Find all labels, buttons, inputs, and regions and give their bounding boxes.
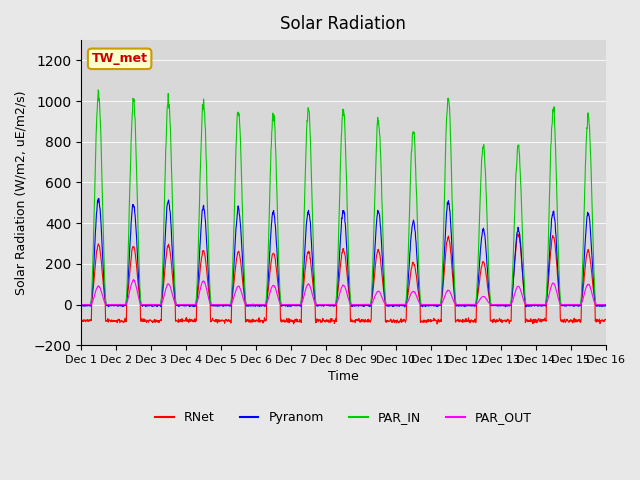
Pyranom bbox=[182, 303, 189, 309]
RNet bbox=[602, 317, 609, 323]
PAR_IN bbox=[253, 301, 260, 307]
Pyranom bbox=[401, 304, 408, 310]
Pyranom bbox=[602, 302, 609, 308]
RNet bbox=[540, 318, 548, 324]
PAR_OUT bbox=[130, 276, 138, 282]
PAR_IN bbox=[602, 301, 609, 307]
RNet bbox=[514, 231, 522, 237]
Line: PAR_OUT: PAR_OUT bbox=[81, 279, 605, 304]
PAR_IN bbox=[493, 301, 501, 307]
RNet bbox=[433, 321, 441, 327]
PAR_OUT bbox=[77, 301, 85, 307]
PAR_IN bbox=[195, 251, 202, 257]
PAR_OUT bbox=[493, 301, 501, 307]
Line: PAR_IN: PAR_IN bbox=[81, 90, 605, 304]
PAR_IN bbox=[182, 301, 189, 307]
RNet bbox=[424, 317, 432, 323]
PAR_IN bbox=[77, 301, 85, 307]
RNet bbox=[194, 291, 202, 297]
RNet bbox=[253, 318, 260, 324]
PAR_OUT bbox=[182, 301, 189, 307]
RNet bbox=[493, 319, 501, 324]
Pyranom bbox=[426, 303, 433, 309]
Pyranom bbox=[253, 302, 260, 308]
Legend: RNet, Pyranom, PAR_IN, PAR_OUT: RNet, Pyranom, PAR_IN, PAR_OUT bbox=[150, 407, 536, 430]
PAR_IN bbox=[95, 87, 102, 93]
Pyranom bbox=[195, 278, 202, 284]
Line: Pyranom: Pyranom bbox=[81, 199, 605, 307]
Pyranom bbox=[95, 196, 102, 202]
PAR_OUT bbox=[195, 296, 202, 301]
PAR_OUT bbox=[253, 301, 260, 307]
Pyranom bbox=[77, 303, 85, 309]
PAR_IN bbox=[425, 301, 433, 307]
PAR_OUT bbox=[540, 301, 547, 307]
Y-axis label: Solar Radiation (W/m2, uE/m2/s): Solar Radiation (W/m2, uE/m2/s) bbox=[15, 90, 28, 295]
PAR_IN bbox=[540, 301, 547, 307]
RNet bbox=[77, 318, 85, 324]
Title: Solar Radiation: Solar Radiation bbox=[280, 15, 406, 33]
Pyranom bbox=[540, 302, 548, 308]
PAR_OUT bbox=[425, 301, 433, 307]
Pyranom bbox=[494, 303, 502, 309]
Text: TW_met: TW_met bbox=[92, 52, 148, 65]
X-axis label: Time: Time bbox=[328, 371, 358, 384]
PAR_OUT bbox=[602, 301, 609, 307]
RNet bbox=[181, 318, 189, 324]
Line: RNet: RNet bbox=[81, 234, 605, 324]
